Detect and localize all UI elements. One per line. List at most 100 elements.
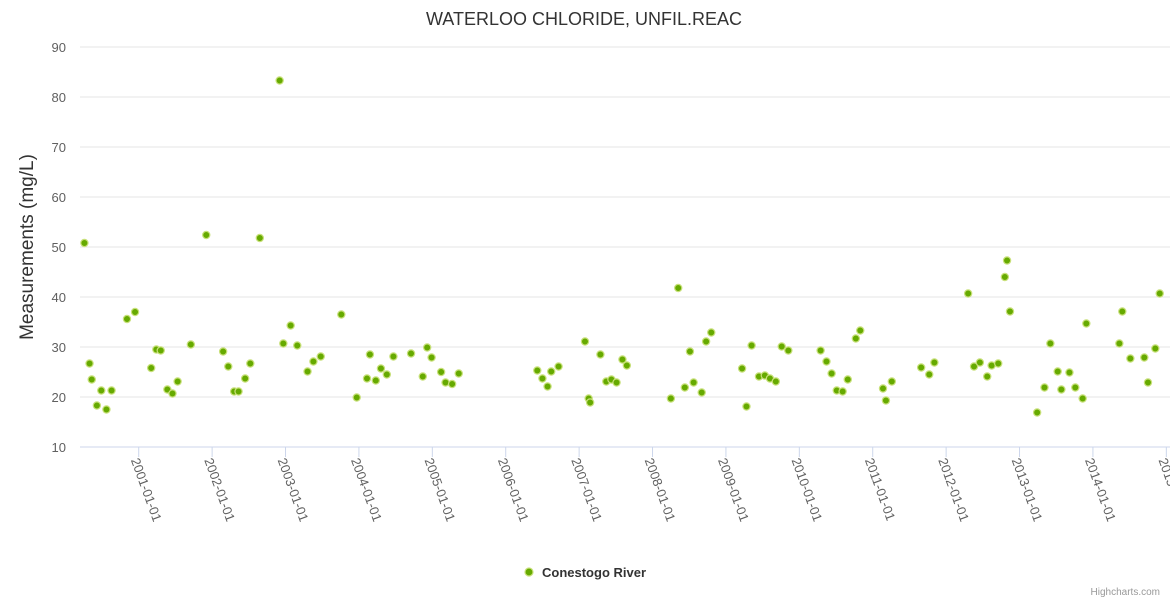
- data-point[interactable]: [146, 363, 156, 373]
- data-point[interactable]: [427, 353, 436, 362]
- data-point[interactable]: [102, 405, 111, 414]
- data-point[interactable]: [784, 346, 793, 355]
- data-point[interactable]: [362, 374, 372, 383]
- data-point[interactable]: [173, 377, 182, 386]
- data-point[interactable]: [994, 359, 1003, 368]
- data-point[interactable]: [983, 372, 992, 381]
- data-point[interactable]: [618, 355, 627, 364]
- data-point[interactable]: [680, 383, 690, 392]
- data-point[interactable]: [881, 396, 891, 405]
- data-point[interactable]: [685, 347, 695, 356]
- data-point[interactable]: [697, 388, 706, 397]
- data-point[interactable]: [92, 401, 102, 410]
- data-point[interactable]: [107, 386, 116, 395]
- data-point[interactable]: [255, 233, 265, 243]
- data-point[interactable]: [612, 378, 621, 387]
- data-point[interactable]: [389, 352, 398, 361]
- data-point[interactable]: [543, 382, 552, 391]
- series-conestogo-river[interactable]: [80, 76, 1164, 417]
- data-point[interactable]: [87, 375, 96, 384]
- data-point[interactable]: [533, 366, 542, 375]
- data-point[interactable]: [1078, 394, 1087, 403]
- data-point[interactable]: [422, 343, 432, 352]
- data-point[interactable]: [1082, 319, 1091, 328]
- data-point[interactable]: [1000, 272, 1010, 282]
- data-point[interactable]: [352, 393, 361, 402]
- data-point[interactable]: [303, 367, 312, 376]
- data-point[interactable]: [418, 372, 427, 381]
- data-point[interactable]: [234, 387, 243, 396]
- data-point[interactable]: [224, 362, 233, 371]
- data-point[interactable]: [554, 362, 563, 371]
- data-point[interactable]: [279, 339, 288, 348]
- data-point[interactable]: [1002, 256, 1012, 265]
- data-point[interactable]: [218, 347, 228, 356]
- data-point[interactable]: [202, 230, 211, 240]
- data-point[interactable]: [878, 384, 888, 393]
- data-point[interactable]: [406, 349, 416, 358]
- data-point[interactable]: [538, 374, 547, 383]
- data-point[interactable]: [80, 238, 89, 248]
- data-point[interactable]: [1151, 344, 1160, 353]
- data-point[interactable]: [1040, 383, 1049, 392]
- data-point[interactable]: [240, 374, 250, 383]
- data-point[interactable]: [275, 76, 284, 85]
- legend[interactable]: Conestogo River: [524, 565, 646, 580]
- data-point[interactable]: [1053, 367, 1062, 376]
- data-point[interactable]: [737, 364, 747, 373]
- data-point[interactable]: [851, 334, 861, 343]
- data-point[interactable]: [246, 359, 255, 368]
- data-point[interactable]: [186, 340, 196, 349]
- data-point[interactable]: [816, 346, 825, 355]
- data-point[interactable]: [97, 386, 106, 395]
- data-point[interactable]: [1155, 289, 1164, 298]
- data-point[interactable]: [887, 377, 897, 386]
- data-point[interactable]: [585, 398, 595, 407]
- data-point[interactable]: [1118, 307, 1127, 316]
- data-point[interactable]: [286, 321, 295, 330]
- data-point[interactable]: [969, 362, 979, 371]
- data-point[interactable]: [1115, 339, 1124, 348]
- data-point[interactable]: [822, 357, 831, 366]
- data-point[interactable]: [1071, 383, 1080, 392]
- data-point[interactable]: [436, 367, 446, 377]
- data-point[interactable]: [747, 341, 756, 350]
- data-point[interactable]: [1065, 368, 1074, 377]
- data-point[interactable]: [1126, 354, 1135, 363]
- data-point[interactable]: [447, 379, 457, 389]
- data-point[interactable]: [1005, 307, 1015, 316]
- data-point[interactable]: [316, 352, 325, 361]
- data-point[interactable]: [666, 394, 676, 403]
- data-point[interactable]: [376, 364, 386, 373]
- data-point[interactable]: [365, 350, 375, 359]
- data-point[interactable]: [843, 375, 852, 384]
- data-point[interactable]: [777, 342, 786, 351]
- data-point[interactable]: [771, 377, 781, 386]
- data-point[interactable]: [916, 363, 926, 372]
- data-point[interactable]: [382, 370, 392, 379]
- data-point[interactable]: [1057, 385, 1066, 394]
- data-point[interactable]: [122, 314, 132, 324]
- legend-item-conestogo-river[interactable]: Conestogo River: [542, 565, 646, 580]
- data-point[interactable]: [930, 358, 939, 367]
- data-point[interactable]: [309, 357, 318, 366]
- data-point[interactable]: [1046, 339, 1055, 348]
- data-point[interactable]: [85, 359, 94, 368]
- data-point[interactable]: [674, 283, 683, 293]
- credits-link[interactable]: Highcharts.com: [1091, 587, 1160, 598]
- data-point[interactable]: [827, 369, 836, 378]
- data-point[interactable]: [742, 402, 751, 411]
- data-point[interactable]: [975, 358, 985, 367]
- data-point[interactable]: [580, 337, 590, 346]
- data-point[interactable]: [1032, 408, 1042, 417]
- data-point[interactable]: [156, 346, 165, 355]
- data-point[interactable]: [130, 307, 140, 317]
- data-point[interactable]: [441, 378, 450, 387]
- data-point[interactable]: [622, 361, 632, 370]
- data-point[interactable]: [963, 289, 973, 298]
- data-point[interactable]: [925, 370, 934, 379]
- data-point[interactable]: [168, 389, 177, 398]
- data-point[interactable]: [596, 350, 605, 359]
- data-point[interactable]: [856, 326, 865, 335]
- data-point[interactable]: [293, 341, 302, 350]
